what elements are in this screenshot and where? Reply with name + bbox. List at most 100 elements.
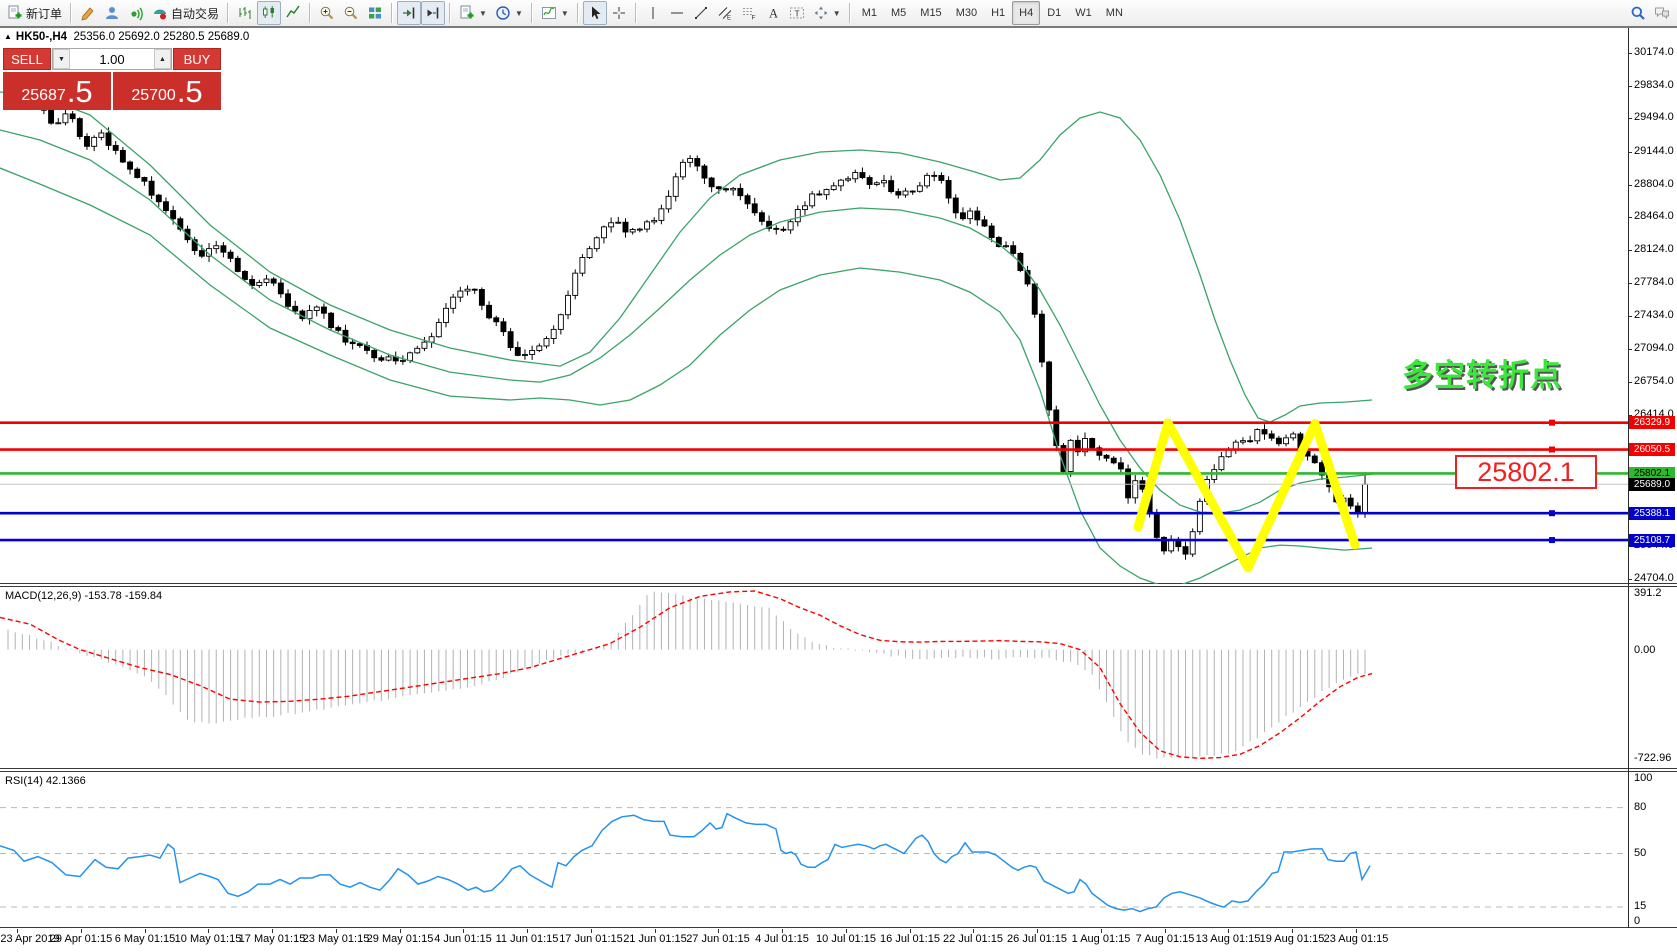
auto-scroll-button[interactable] xyxy=(421,1,446,25)
cursor-icon xyxy=(591,6,601,19)
line-handle xyxy=(1549,510,1555,517)
candlestick-chart[interactable] xyxy=(0,28,1628,586)
chart-shift-button[interactable] xyxy=(397,1,422,25)
rsi-indicator-panel[interactable]: RSI(14) 42.1366 100 80 50 15 0 xyxy=(0,771,1677,928)
price-axis-label: 28804.0 xyxy=(1634,177,1674,190)
signals-button[interactable] xyxy=(124,1,148,25)
timeframe-button-mn[interactable]: MN xyxy=(1105,7,1123,19)
price-axis-label: 30174.0 xyxy=(1634,46,1674,58)
volume-increase-button[interactable]: ▲ xyxy=(154,49,171,69)
price-tick xyxy=(1628,414,1632,416)
toolbar-separator xyxy=(848,3,851,23)
svg-text:T: T xyxy=(794,9,799,19)
candles xyxy=(5,85,1368,560)
one-click-trading-panel: SELL ▼ ▲ BUY 25687.5 25700.5 xyxy=(3,48,221,110)
fibonacci-button[interactable]: F xyxy=(737,1,761,25)
new-chart-button[interactable]: ▼ xyxy=(455,1,491,25)
channel-button[interactable]: E xyxy=(713,1,737,25)
date-axis-label: 23 Aug 01:15 xyxy=(1323,933,1389,945)
chat-button[interactable] xyxy=(1650,1,1674,25)
timeframe-button-m1[interactable]: M1 xyxy=(861,7,877,19)
zoom-in-button[interactable] xyxy=(315,1,339,25)
bollinger-upper xyxy=(0,91,1373,423)
date-tick xyxy=(973,929,974,933)
date-axis-label: 17 May 01:15 xyxy=(238,933,306,945)
price-axis-label: 28464.0 xyxy=(1634,210,1674,223)
new-order-button[interactable]: 新订单 xyxy=(3,1,66,25)
crosshair-button[interactable] xyxy=(607,1,631,25)
date-tick xyxy=(910,929,911,933)
tile-windows-button[interactable] xyxy=(363,1,387,25)
sell-button[interactable]: SELL xyxy=(3,48,51,70)
price-tick xyxy=(1628,118,1632,120)
zoom-out-icon xyxy=(344,6,358,20)
vline-icon xyxy=(652,7,654,19)
timeframe-button-h1[interactable]: H1 xyxy=(991,7,1006,19)
community-button[interactable] xyxy=(100,1,124,25)
hline-button[interactable] xyxy=(665,1,689,25)
bull-bear-turning-point-annotation[interactable]: 多空转折点 xyxy=(1402,358,1562,393)
rsi-axis-label: 80 xyxy=(1634,800,1647,813)
price-chart-panel[interactable]: ▲ HK50-,H4 25356.0 25692.0 25280.5 25689.… xyxy=(0,28,1677,586)
date-axis-label: 16 Jul 01:15 xyxy=(880,933,940,945)
date-tick xyxy=(17,929,18,933)
dropdown-caret-icon: ▼ xyxy=(560,8,569,18)
macd-signal-line xyxy=(0,590,1373,760)
candle-chart-button[interactable] xyxy=(257,1,282,25)
zigzag-drawing xyxy=(1133,418,1360,573)
styler-button[interactable] xyxy=(76,1,100,25)
indicator-icon xyxy=(541,7,556,19)
price-callout-box[interactable]: 25802.1 xyxy=(1455,455,1597,489)
date-axis-label: 26 Jul 01:15 xyxy=(1007,933,1067,945)
sell-price-tile[interactable]: 25687.5 xyxy=(3,72,111,110)
timeframe-button-m30[interactable]: M30 xyxy=(955,7,978,19)
macd-indicator-panel[interactable]: MACD(12,26,9) -153.78 -159.84 391.2 0.00 -… xyxy=(0,586,1677,769)
profiles-button[interactable]: ▼ xyxy=(491,1,527,25)
buy-button[interactable]: BUY xyxy=(173,48,221,70)
timeframe-button-m5[interactable]: M5 xyxy=(891,7,907,19)
volume-input[interactable] xyxy=(70,49,154,69)
timeframe-button-h4[interactable]: H4 xyxy=(1012,1,1041,25)
indicators-button[interactable]: ▼ xyxy=(537,1,573,25)
shift-icon xyxy=(403,7,415,19)
line-handle xyxy=(1549,446,1555,453)
bar-chart-button[interactable] xyxy=(233,1,257,25)
date-tick xyxy=(1228,929,1229,933)
zoom-out-button[interactable] xyxy=(339,1,363,25)
label-button[interactable]: T xyxy=(785,1,809,25)
date-axis-label: 17 Jun 01:15 xyxy=(559,933,623,945)
volume-decrease-button[interactable]: ▼ xyxy=(53,49,70,69)
price-tick xyxy=(1628,282,1632,284)
date-axis[interactable]: 23 Apr 2019 29 Apr 01:15 6 May 01:15 10 May… xyxy=(0,929,1677,952)
toolbar-separator xyxy=(449,3,452,23)
rsi-chart xyxy=(0,807,1628,913)
collapse-trade-panel-icon[interactable]: ▲ xyxy=(4,32,12,41)
date-axis-label: 10 May 01:15 xyxy=(174,933,242,945)
line-chart-button[interactable] xyxy=(281,1,305,25)
date-tick xyxy=(846,929,847,933)
toolbar-separator xyxy=(227,3,230,23)
text-button[interactable]: A xyxy=(761,1,785,25)
doc-plus-icon xyxy=(8,5,22,19)
date-axis-label: 4 Jun 01:15 xyxy=(434,933,492,945)
line-handle xyxy=(1549,419,1555,426)
search-button[interactable] xyxy=(1626,1,1650,25)
macd-axis-label: 0.00 xyxy=(1634,643,1656,656)
vline-button[interactable] xyxy=(641,1,665,25)
rsi-title: RSI(14) 42.1366 xyxy=(5,775,86,787)
date-tick xyxy=(336,929,337,933)
timeframe-button-d1[interactable]: D1 xyxy=(1047,7,1062,19)
line-handle xyxy=(1549,537,1555,544)
timeframe-button-m15[interactable]: M15 xyxy=(920,7,942,19)
timeframe-button-w1[interactable]: W1 xyxy=(1075,7,1092,19)
zoom-in-icon xyxy=(320,6,334,20)
auto-trading-button[interactable]: 自动交易 xyxy=(148,1,223,25)
trendline-button[interactable] xyxy=(689,1,713,25)
svg-text:F: F xyxy=(751,15,755,22)
price-axis-label: 27434.0 xyxy=(1634,309,1674,322)
cursor-button[interactable] xyxy=(582,1,607,25)
buy-price-tile[interactable]: 25700.5 xyxy=(113,72,221,110)
arrows-button[interactable]: ▼ xyxy=(809,1,845,25)
date-axis-label: 27 Jun 01:15 xyxy=(686,933,750,945)
